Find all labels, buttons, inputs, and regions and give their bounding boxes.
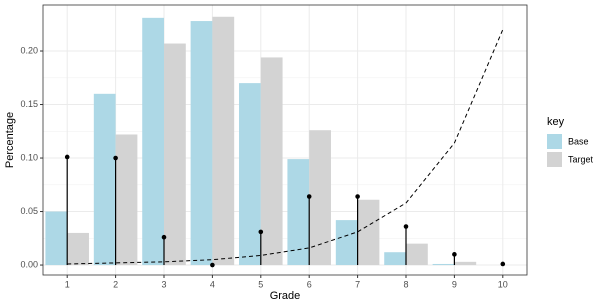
x-tick-label: 1 [65,279,70,289]
legend-title: key [547,116,565,128]
y-axis-label: Percentage [4,112,16,168]
x-tick-label: 10 [498,279,508,289]
bar [454,261,477,266]
bar [164,43,186,266]
lollipop-dot [306,194,312,199]
bar [45,211,68,266]
lollipop-dot [113,155,118,161]
bar [142,17,164,266]
lollipop-dot [258,229,264,235]
bar [67,232,89,266]
x-tick-label: 3 [161,279,166,289]
lollipop-dot [64,154,70,160]
bar [212,16,235,266]
dashed-curve [67,29,504,265]
bar [309,130,331,266]
x-tick-label: 8 [403,279,408,289]
bar [335,220,358,266]
x-tick-label: 5 [258,279,263,289]
y-tick-label: 0.10 [20,152,38,162]
y-tick-label: 0.05 [20,206,38,216]
x-tick-label: 6 [307,279,312,289]
x-tick-label: 2 [113,279,118,289]
bar [190,21,213,266]
y-tick-label: 0.20 [20,45,38,55]
bar [357,199,380,266]
y-tick-label: 0.00 [20,259,38,269]
panel-border [42,4,528,276]
x-tick-label: 9 [452,279,457,289]
y-tick-label: 0.15 [20,99,38,109]
lollipop-dot [452,252,457,257]
legend-swatch [547,134,562,149]
bar [93,93,116,266]
legend-label: Target [568,154,594,164]
legend-label: Base [568,136,589,146]
x-axis-label: Grade [270,290,301,302]
bar [432,263,455,266]
lollipop-dot [500,261,506,267]
lollipop-dot [403,224,409,229]
x-tick-label: 7 [355,279,360,289]
lollipop-dot [210,262,215,268]
legend-swatch [547,152,562,167]
bar [384,252,406,266]
lollipop-dot [161,234,167,240]
bar [239,83,261,266]
bar [287,159,310,266]
x-tick-label: 4 [210,279,215,289]
lollipop-dot [355,194,360,199]
bar [115,134,138,266]
bar [406,243,428,266]
bar [260,57,283,266]
